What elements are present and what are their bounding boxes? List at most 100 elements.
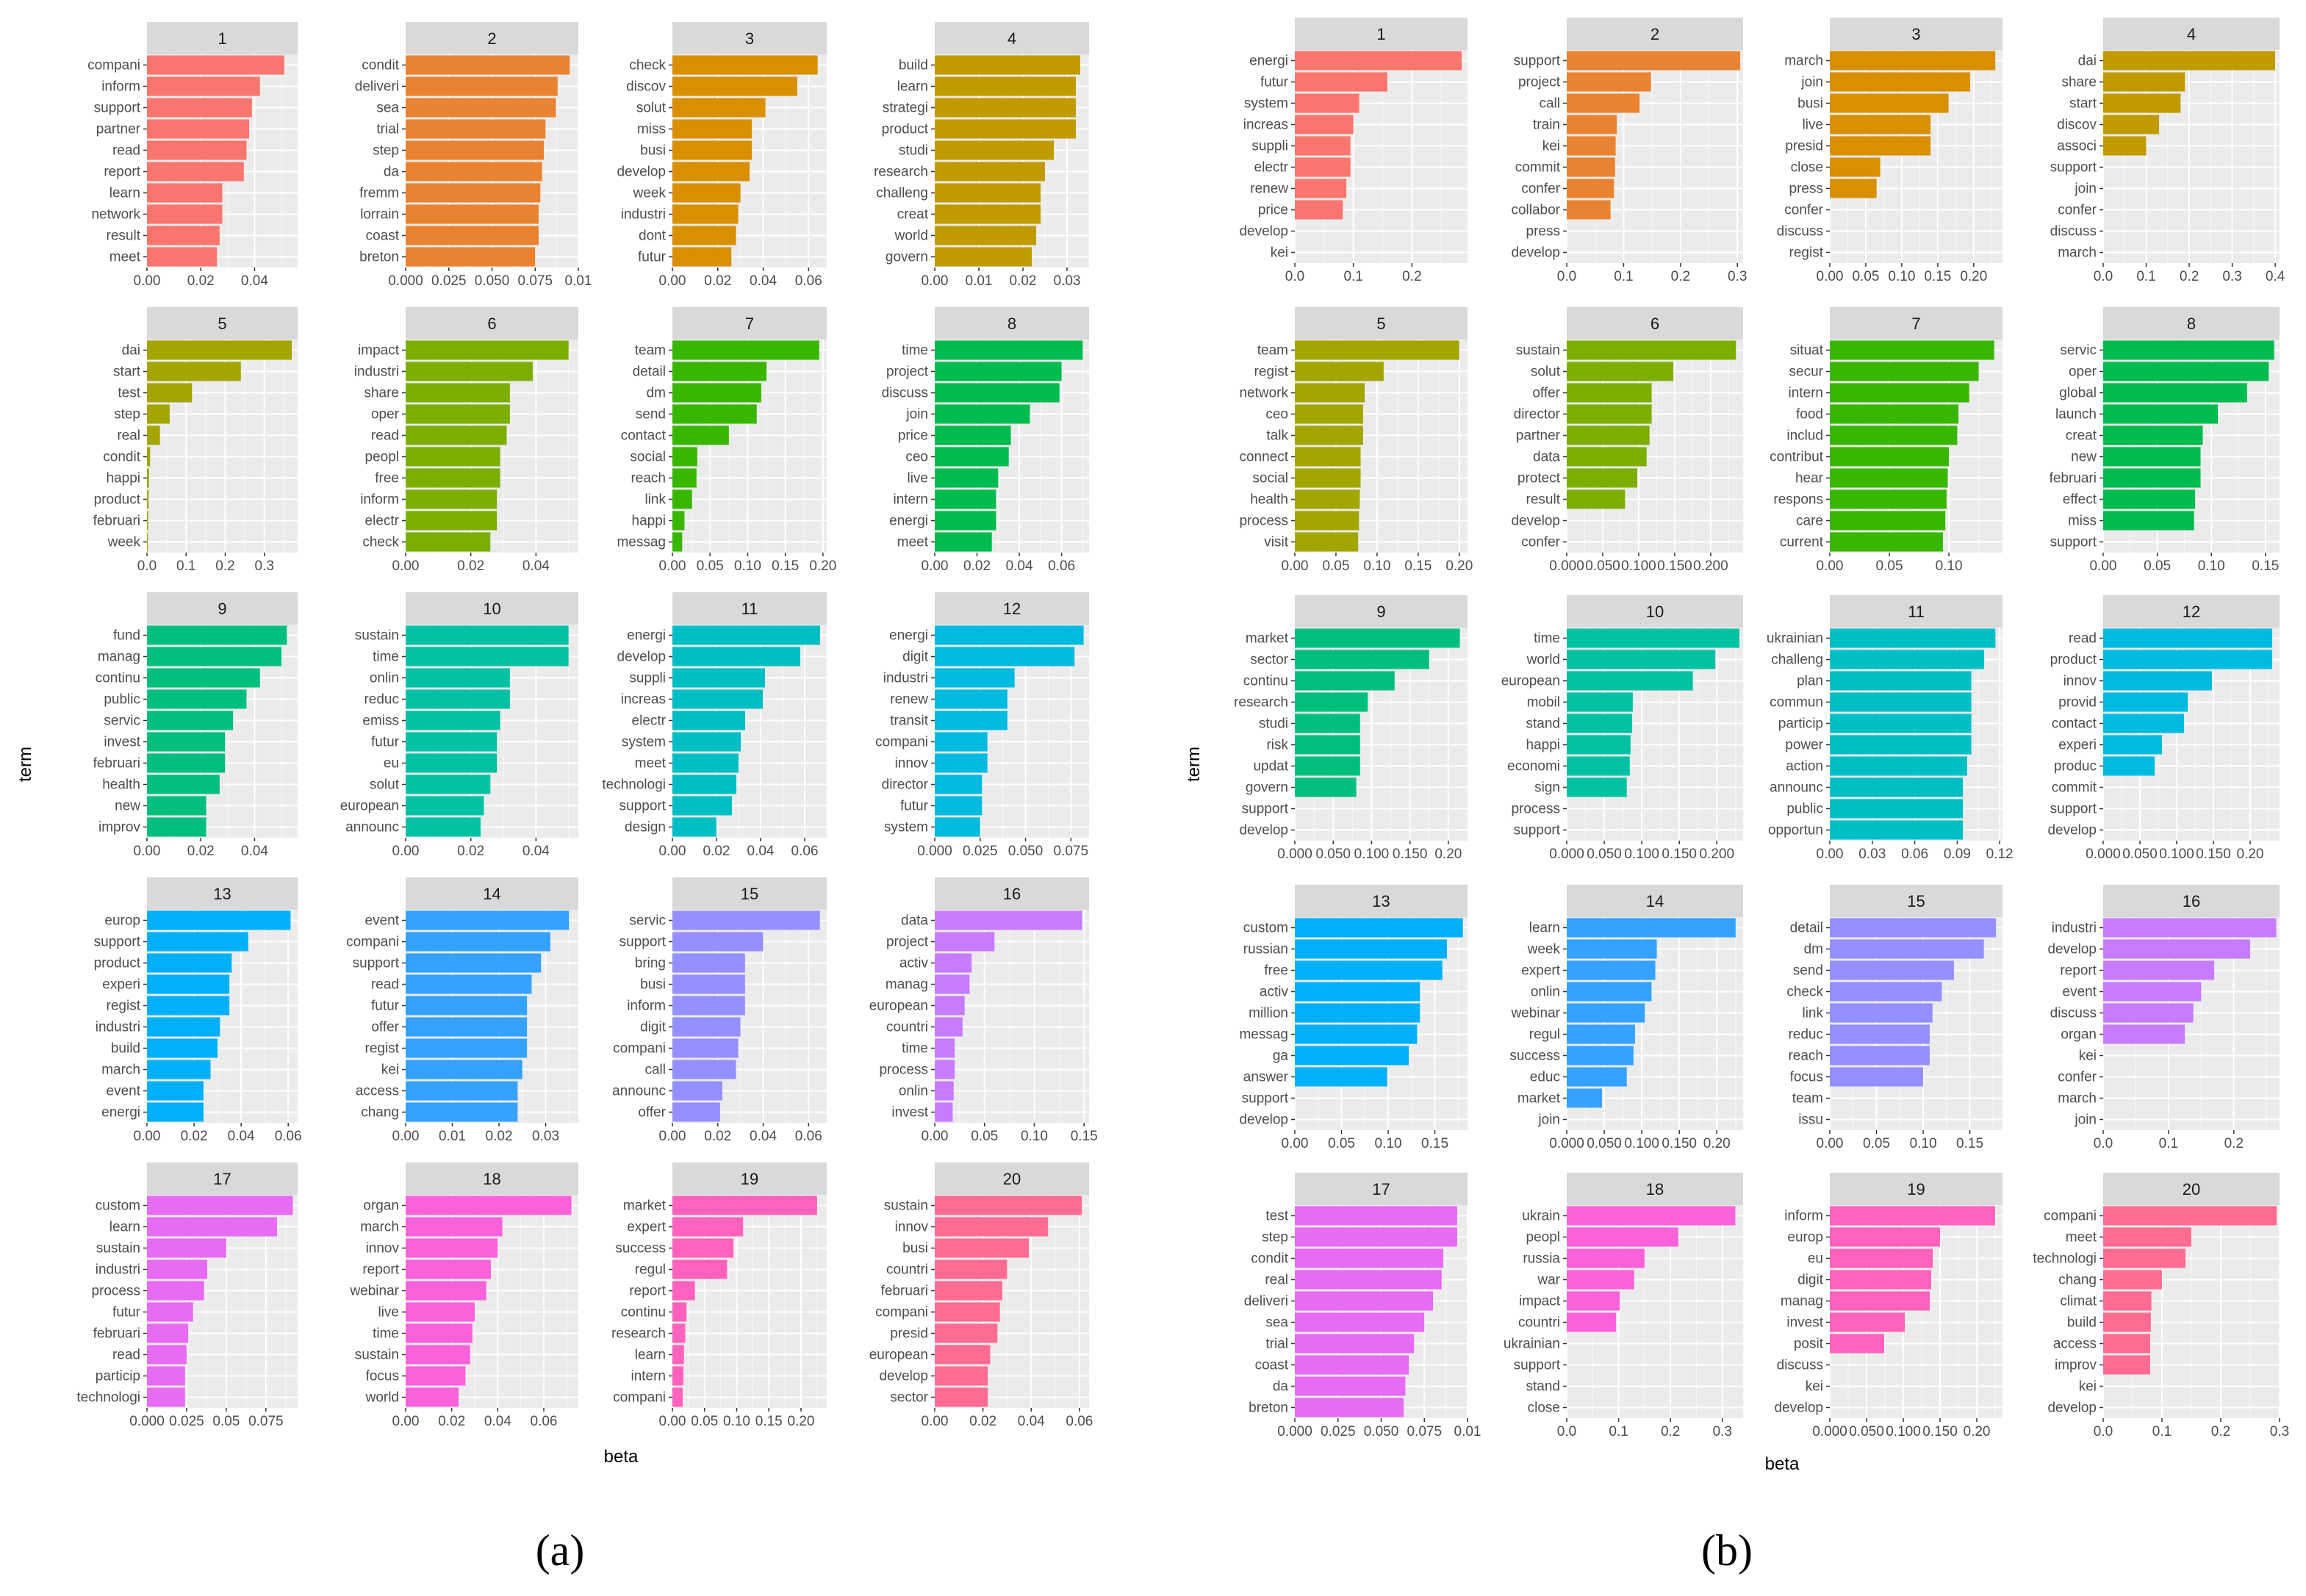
term-label: oper: [2069, 364, 2097, 380]
bar-contact: [672, 425, 729, 445]
facet-5: 5 0.00 0.05 0.10 0.15 0.20 team regist network ce…: [1239, 307, 1473, 574]
term-label: close: [1791, 160, 1823, 176]
facet-10: 10 0.00 0.02 0.04 sustain time onlin reduc emiss…: [340, 592, 578, 859]
bar-week: [147, 532, 148, 552]
term-label: regul: [1529, 1027, 1560, 1043]
bar-breton: [406, 247, 536, 267]
facet-1: 1 0.00 0.02 0.04 compani inform support partner…: [87, 22, 298, 289]
term-label: european: [869, 1348, 928, 1363]
x-tick-label: 0.02: [438, 1414, 465, 1429]
term-label: experi: [102, 977, 140, 993]
bar-time: [406, 1323, 473, 1343]
term-label: manag: [886, 977, 928, 993]
facet-title: 16: [1003, 885, 1021, 903]
x-tick-label: 0.150: [1662, 846, 1697, 862]
bar-start: [147, 362, 241, 381]
bar-process: [1295, 511, 1359, 531]
term-label: offer: [1532, 386, 1560, 401]
term-label: march: [101, 1063, 140, 1078]
bar-technologi: [2103, 1248, 2185, 1268]
term-label: busi: [640, 977, 666, 993]
bar-research: [672, 1323, 686, 1343]
term-label: stand: [1526, 1379, 1560, 1395]
facet-strip: [1295, 885, 1468, 917]
term-label: da: [1273, 1379, 1289, 1395]
facet-title: 5: [218, 314, 226, 333]
bar-step: [406, 140, 544, 160]
term-label: miss: [637, 122, 666, 137]
facet-strip: [1295, 1173, 1468, 1205]
bar-market: [1295, 628, 1460, 648]
term-label: creat: [2066, 428, 2097, 444]
bar-custom: [147, 1196, 293, 1215]
bar-project: [935, 362, 1062, 381]
bar-manag: [1830, 1291, 1930, 1311]
x-tick-label: 0.025: [169, 1414, 204, 1429]
term-label: busi: [902, 1241, 928, 1257]
term-label: lorrain: [360, 207, 399, 223]
term-label: servic: [2060, 343, 2097, 359]
facet-2: 2 0.0 0.1 0.2 0.3 support project call train kei c…: [1511, 18, 1747, 284]
bar-kei: [1567, 136, 1616, 156]
term-label: electr: [632, 713, 667, 729]
x-tick-label: 0.01: [565, 273, 592, 289]
bar-invest: [147, 732, 226, 752]
bar-industri: [2103, 918, 2277, 938]
term-label: electr: [1254, 160, 1289, 176]
x-tick-label: 0.3: [2270, 1424, 2289, 1439]
bar-market: [1567, 1088, 1602, 1108]
bar-reduc: [406, 689, 510, 709]
term-label: govern: [1246, 780, 1288, 796]
bar-commun: [1830, 692, 1972, 712]
bar-februari: [147, 753, 226, 773]
term-label: compani: [613, 1390, 666, 1406]
bar-global: [2103, 383, 2247, 403]
term-label: climat: [2060, 1294, 2097, 1309]
term-label: invest: [891, 1105, 928, 1121]
term-label: posit: [1794, 1337, 1824, 1352]
bar-europ: [1830, 1227, 1940, 1247]
x-tick-label: 0.05: [2144, 558, 2171, 574]
term-label: energi: [889, 514, 928, 529]
bar-innov: [935, 1217, 1049, 1237]
x-tick-label: 0.0: [2094, 269, 2113, 284]
x-tick-label: 0.01: [1454, 1424, 1481, 1439]
term-label: result: [107, 229, 141, 244]
term-label: detail: [633, 364, 666, 380]
x-tick-label: 0.15: [1956, 1136, 1983, 1151]
term-label: health: [102, 777, 140, 793]
x-tick-label: 0.05: [1852, 269, 1879, 284]
term-label: impact: [1519, 1294, 1561, 1309]
term-label: focus: [366, 1369, 399, 1384]
bar-answer: [1295, 1067, 1387, 1087]
facet-strip: [406, 592, 578, 625]
term-label: organ: [363, 1198, 399, 1214]
x-tick-label: 0.05: [1322, 558, 1349, 574]
x-tick-label: 0.050: [1585, 558, 1620, 574]
term-label: discuss: [2050, 1006, 2097, 1021]
x-tick-label: 0.02: [457, 558, 484, 574]
x-tick-label: 0.06: [1048, 558, 1075, 574]
x-tick-label: 0.10: [723, 1414, 750, 1429]
term-label: intern: [893, 492, 928, 508]
term-label: ukrainian: [1767, 631, 1823, 647]
x-tick-label: 0.000: [129, 1414, 165, 1429]
term-label: presid: [890, 1326, 928, 1342]
facet-strip: [672, 22, 827, 54]
term-label: februari: [2050, 471, 2097, 486]
term-label: webinar: [1510, 1006, 1560, 1021]
bar-russian: [1295, 939, 1448, 959]
x-tick-label: 0.05: [1876, 558, 1903, 574]
bar-link: [672, 489, 692, 509]
facet-strip: [1567, 18, 1743, 50]
bar-updat: [1295, 756, 1360, 776]
x-tick-label: 0.150: [1393, 846, 1428, 862]
bar-data: [1567, 447, 1647, 467]
x-tick-label: 0.000: [1277, 846, 1312, 862]
x-tick-label: 0.050: [1849, 1424, 1884, 1439]
bar-detail: [672, 362, 767, 381]
bar-februari: [935, 1281, 1002, 1301]
term-label: process: [1239, 514, 1288, 529]
bar-da: [1295, 1376, 1406, 1396]
bar-meet: [672, 753, 739, 773]
